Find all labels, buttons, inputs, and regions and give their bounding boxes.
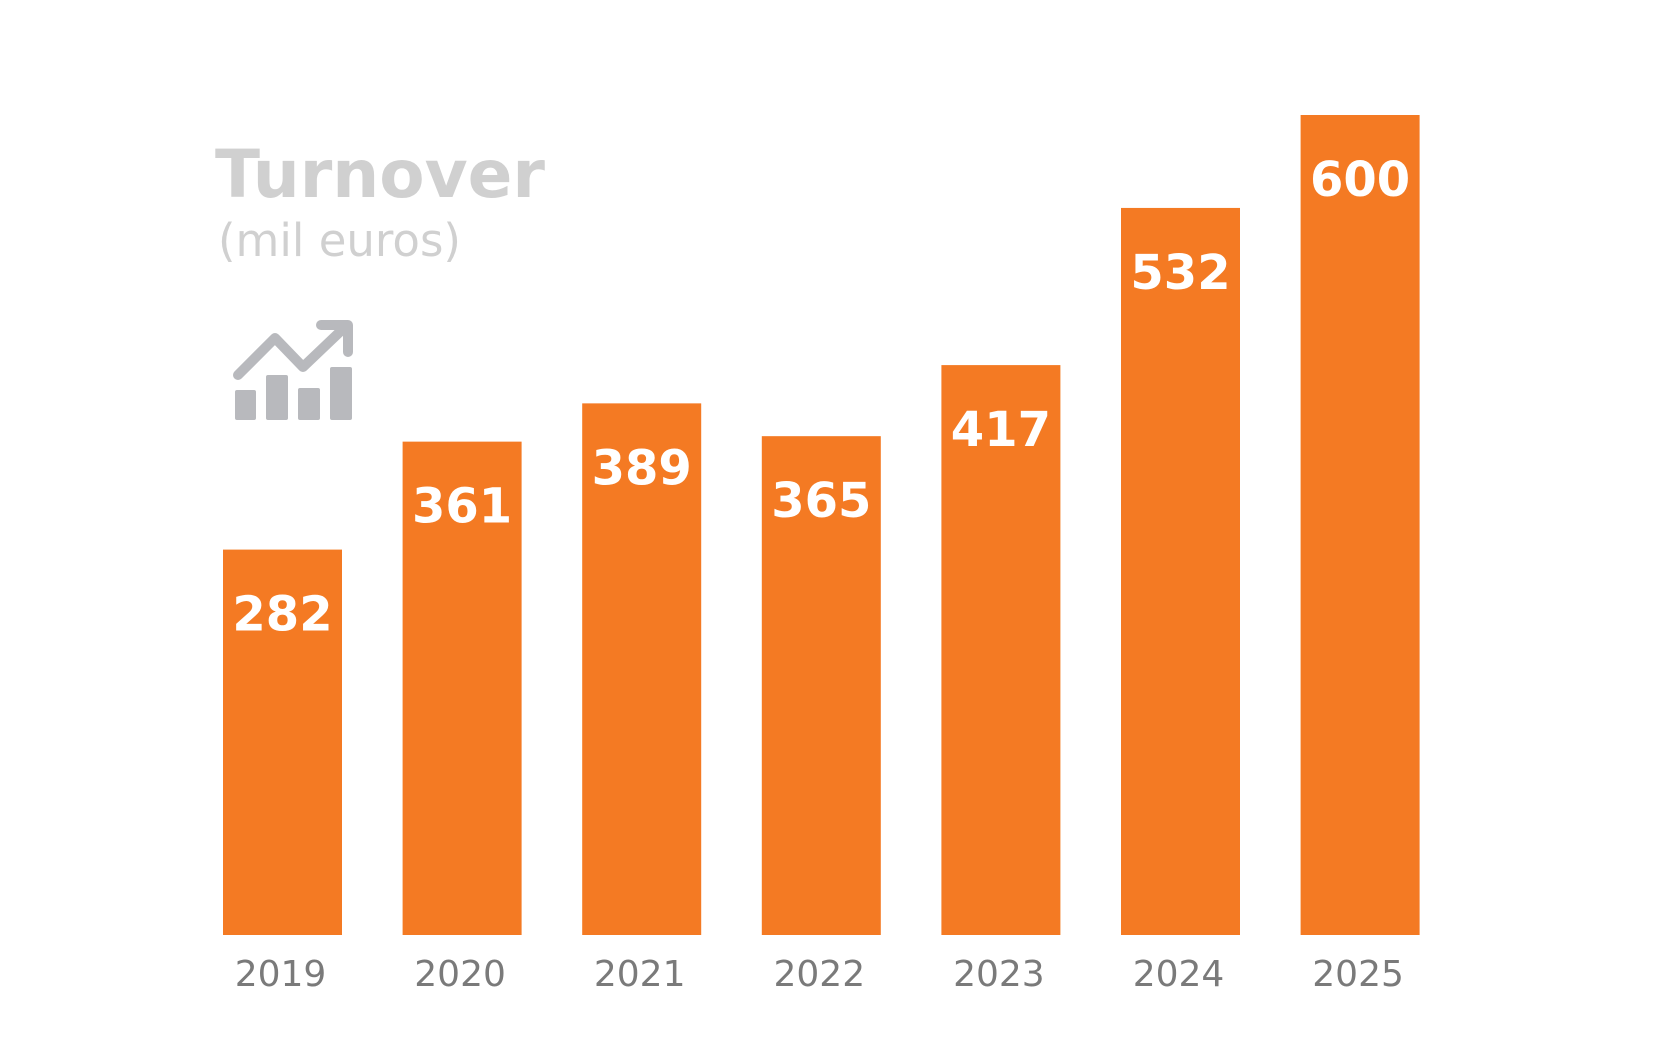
bar-2022 — [761, 436, 881, 935]
bars-group — [223, 115, 1420, 936]
x-tick-label: 2022 — [773, 954, 865, 995]
x-tick-label: 2023 — [953, 954, 1045, 995]
bar-2020 — [402, 441, 522, 935]
bar-2025 — [1300, 115, 1420, 935]
bar-value-label: 600 — [1310, 152, 1410, 208]
bar-2023 — [941, 365, 1061, 936]
icon-bar-4 — [330, 367, 352, 420]
bar-2021 — [582, 403, 702, 935]
bar-2019 — [223, 549, 342, 935]
icon-bar-1 — [235, 390, 256, 420]
bar-value-label: 361 — [412, 479, 512, 535]
bar-value-label: 365 — [771, 473, 871, 529]
chart-subtitle: (mil euros) — [218, 214, 461, 267]
x-tick-label: 2019 — [235, 954, 327, 995]
bar-value-label: 389 — [592, 440, 692, 496]
icon-arrow-head — [316, 320, 353, 357]
icon-trend-line — [233, 322, 350, 380]
value-labels-group: 282 361 389 365 417 532 600 — [232, 152, 1410, 643]
icon-bar-2 — [266, 375, 288, 420]
bar-value-label: 532 — [1130, 245, 1230, 301]
x-tick-labels-group: 2019 2020 2021 2022 2023 2024 2025 — [235, 954, 1404, 995]
x-tick-label: 2025 — [1312, 954, 1404, 995]
bar-2024 — [1121, 207, 1240, 935]
x-tick-label: 2024 — [1133, 954, 1225, 995]
x-tick-label: 2020 — [414, 954, 506, 995]
x-tick-label: 2021 — [594, 954, 686, 995]
trend-up-chart-icon — [233, 320, 353, 420]
icon-bar-3 — [298, 388, 320, 420]
bar-value-label: 282 — [232, 587, 332, 643]
bar-value-label: 417 — [951, 402, 1051, 458]
chart-title: Turnover — [215, 136, 545, 213]
